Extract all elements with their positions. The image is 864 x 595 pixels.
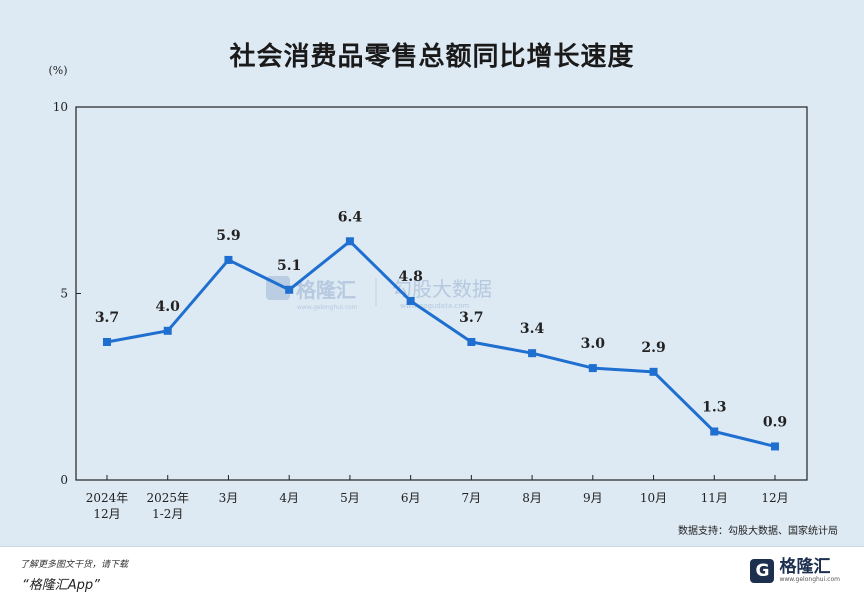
x-tick-label: 1-2月 xyxy=(152,507,183,520)
source-note: 数据支持：勾股大数据、国家统计局 xyxy=(678,526,838,537)
x-tick-label: 12月 xyxy=(761,491,788,505)
watermark-partner-url: www.gogudata.com xyxy=(400,302,469,310)
data-point xyxy=(588,364,597,373)
x-tick-label: 3月 xyxy=(219,491,239,505)
footer: 了解更多图文干货，请下载 “格隆汇App” G 格隆汇 www.gelonghu… xyxy=(0,546,864,595)
data-point xyxy=(649,367,658,376)
x-tick-label: 4月 xyxy=(279,491,299,505)
y-tick-label: 10 xyxy=(53,100,68,114)
x-axis: 2024年 12月 2025年 1-2月 3月 4月 5月 6月 7月 8月 9月 10月 11月 12月 xyxy=(86,475,789,520)
logo-g-icon: G xyxy=(750,559,775,583)
data-label: 3.4 xyxy=(520,321,545,337)
data-label: 0.9 xyxy=(763,414,787,430)
data-label: 4.8 xyxy=(398,269,422,285)
data-label: 5.9 xyxy=(216,228,240,244)
chart-title: 社会消费品零售总额同比增长速度 xyxy=(229,42,635,72)
data-point xyxy=(528,349,537,358)
x-tick-label: 11月 xyxy=(701,491,728,505)
x-tick-label: 9月 xyxy=(583,491,603,505)
brand-logo: G 格隆汇 www.gelonghui.com xyxy=(750,557,840,585)
x-tick-label: 8月 xyxy=(522,491,542,505)
watermark-brand-url: www.gelonghui.com xyxy=(297,304,358,311)
data-point xyxy=(103,337,111,346)
data-point xyxy=(710,427,719,436)
data-label: 3.7 xyxy=(95,310,119,326)
x-tick-label: 10月 xyxy=(640,491,667,505)
data-point xyxy=(163,326,172,335)
logo-name: 格隆汇 xyxy=(779,557,831,577)
watermark-brand: 格隆汇 xyxy=(296,278,356,302)
x-tick-label: 2025年 xyxy=(146,491,189,505)
data-label: 6.4 xyxy=(338,209,363,225)
data-point xyxy=(224,255,233,264)
data-point xyxy=(285,285,294,294)
data-label: 3.0 xyxy=(581,336,606,352)
data-label: 2.9 xyxy=(641,340,665,356)
data-label: 5.1 xyxy=(277,258,301,274)
data-label: 4.0 xyxy=(156,299,181,315)
data-labels: 3.7 4.0 5.9 5.1 6.4 4.8 3.7 3.4 3.0 2.9 1.3 0.9 xyxy=(95,209,787,430)
y-axis: 0 5 10 xyxy=(53,100,81,487)
data-point xyxy=(345,237,354,246)
series-line xyxy=(106,239,776,448)
line-chart: (%) 格隆汇 www.gelonghui.com 勾股大数据 www.gogu… xyxy=(48,64,808,520)
y-tick-label: 5 xyxy=(60,287,68,301)
data-points xyxy=(103,237,779,451)
logo-url: www.gelonghui.com xyxy=(779,576,840,583)
data-point xyxy=(406,296,415,305)
x-tick-label: 12月 xyxy=(93,507,120,520)
x-tick-label: 5月 xyxy=(340,491,360,505)
promo-text: 了解更多图文干货，请下载 xyxy=(20,560,129,570)
data-point xyxy=(771,442,779,451)
x-tick-label: 7月 xyxy=(462,491,482,505)
promo-app-name: “格隆汇App” xyxy=(22,578,100,593)
data-label: 1.3 xyxy=(702,400,726,416)
data-label: 3.7 xyxy=(459,310,483,326)
data-point xyxy=(467,337,476,346)
x-tick-label: 6月 xyxy=(401,491,421,505)
x-tick-label: 2024年 xyxy=(86,491,129,505)
y-tick-label: 0 xyxy=(60,473,68,487)
y-axis-unit-label: (%) xyxy=(48,64,67,77)
